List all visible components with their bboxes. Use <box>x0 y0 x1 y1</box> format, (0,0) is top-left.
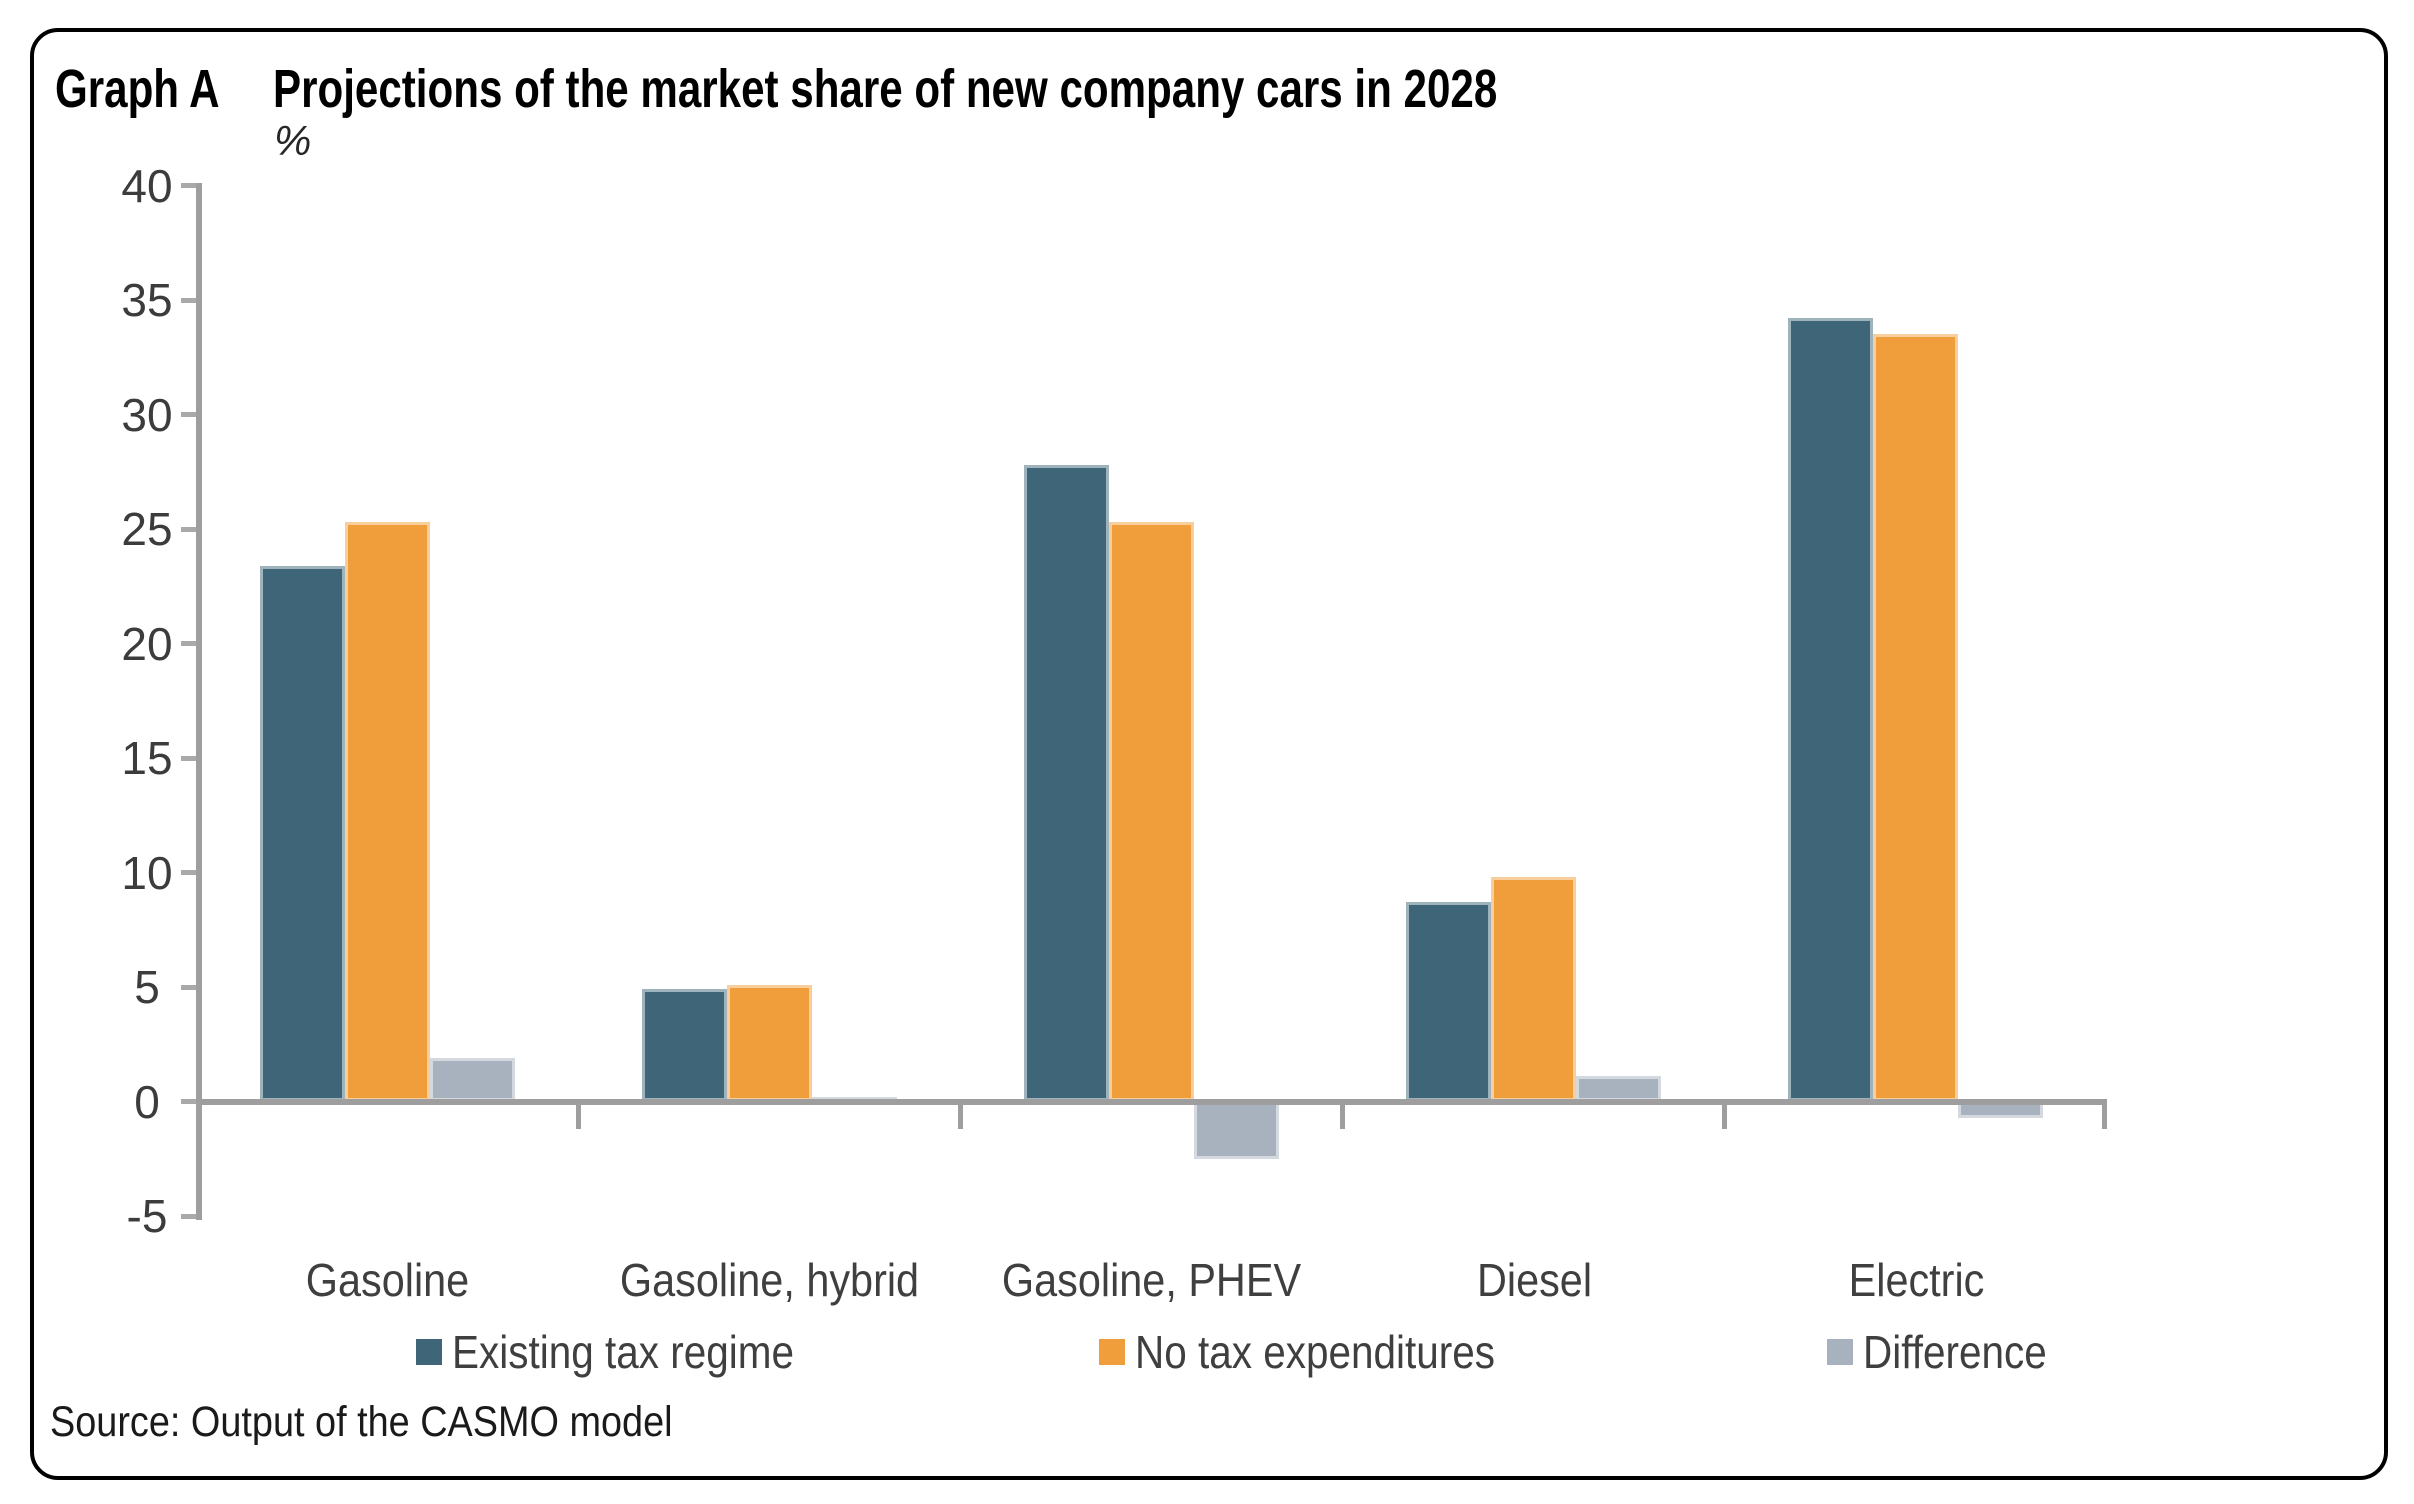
y-axis-unit-label: % <box>274 117 312 164</box>
x-axis-tick-mark-4 <box>1722 1104 1728 1129</box>
legend-item-existing-tax-regime: Existing tax regime <box>416 1326 841 1378</box>
y-axis-tick-label-25: 25 <box>121 503 173 555</box>
bar-difference-gasoline-phev <box>1194 1101 1279 1159</box>
legend-swatch-existing-tax-regime <box>416 1339 442 1365</box>
y-axis-tick-label-5: 5 <box>134 961 160 1013</box>
x-axis-tick-mark-5 <box>2102 1104 2107 1129</box>
legend-item-no-tax-expenditures: No tax expenditures <box>1099 1326 1544 1378</box>
category-label-gasoline-phev: Gasoline, PHEV <box>1002 1254 1302 1306</box>
legend-swatch-difference <box>1827 1339 1853 1365</box>
graph-label: Graph A <box>55 59 220 119</box>
bar-no-tax-expenditures-gasoline <box>344 522 430 1102</box>
y-axis-tick-mark--5 <box>181 1213 196 1219</box>
x-axis-baseline <box>196 1098 2107 1105</box>
bar-existing-tax-regime-gasoline-phev <box>1024 464 1109 1102</box>
y-axis-tick-label-10: 10 <box>121 846 173 899</box>
category-label-diesel: Diesel <box>1476 1254 1592 1306</box>
y-axis-tick-mark-10 <box>181 870 196 875</box>
x-axis-tick-mark-2 <box>957 1104 963 1129</box>
legend-item-difference: Difference <box>1827 1326 2072 1378</box>
y-axis-tick-mark-40 <box>181 183 196 188</box>
y-axis-tick-mark-30 <box>181 412 196 417</box>
legend-label-existing-tax-regime: Existing tax regime <box>452 1326 794 1378</box>
y-axis-tick-label--5: -5 <box>126 1190 168 1242</box>
legend-label-no-tax-expenditures: No tax expenditures <box>1135 1326 1496 1378</box>
y-axis-tick-label-40: 40 <box>121 159 173 212</box>
x-axis-tick-mark-3 <box>1340 1104 1346 1129</box>
bar-existing-tax-regime-gasoline-hybrid <box>641 989 727 1102</box>
y-axis-tick-mark-5 <box>181 984 196 990</box>
bar-existing-tax-regime-electric <box>1788 318 1874 1102</box>
legend-label-difference: Difference <box>1863 1326 2047 1378</box>
y-axis-tick-label-35: 35 <box>121 274 173 326</box>
legend-swatch-no-tax-expenditures <box>1099 1339 1125 1365</box>
y-axis-tick-label-0: 0 <box>134 1075 160 1128</box>
x-axis-tick-mark-1 <box>575 1104 581 1129</box>
y-axis-tick-mark-35 <box>181 297 196 303</box>
bar-existing-tax-regime-gasoline <box>259 565 345 1102</box>
y-axis-tick-mark-25 <box>181 526 196 532</box>
chart-title: Projections of the market share of new c… <box>273 59 1498 119</box>
category-label-gasoline: Gasoline <box>305 1254 470 1306</box>
category-label-electric: Electric <box>1848 1254 1985 1306</box>
bar-no-tax-expenditures-electric <box>1873 334 1959 1102</box>
category-label-gasoline-hybrid: Gasoline, hybrid <box>620 1254 920 1306</box>
y-axis-line <box>196 182 202 1220</box>
y-axis-tick-mark-20 <box>181 641 196 646</box>
bar-no-tax-expenditures-diesel <box>1491 877 1577 1102</box>
y-axis-tick-label-15: 15 <box>121 732 173 784</box>
bar-difference-gasoline <box>429 1057 515 1102</box>
bar-no-tax-expenditures-gasoline-hybrid <box>726 984 812 1102</box>
bar-existing-tax-regime-diesel <box>1406 902 1492 1102</box>
bar-no-tax-expenditures-gasoline-phev <box>1109 522 1194 1102</box>
y-axis-tick-mark-0 <box>181 1099 196 1104</box>
source-note: Source: Output of the CASMO model <box>50 1398 673 1446</box>
y-axis-tick-mark-15 <box>181 755 196 761</box>
y-axis-tick-label-30: 30 <box>121 388 173 441</box>
y-axis-tick-label-20: 20 <box>121 617 173 670</box>
